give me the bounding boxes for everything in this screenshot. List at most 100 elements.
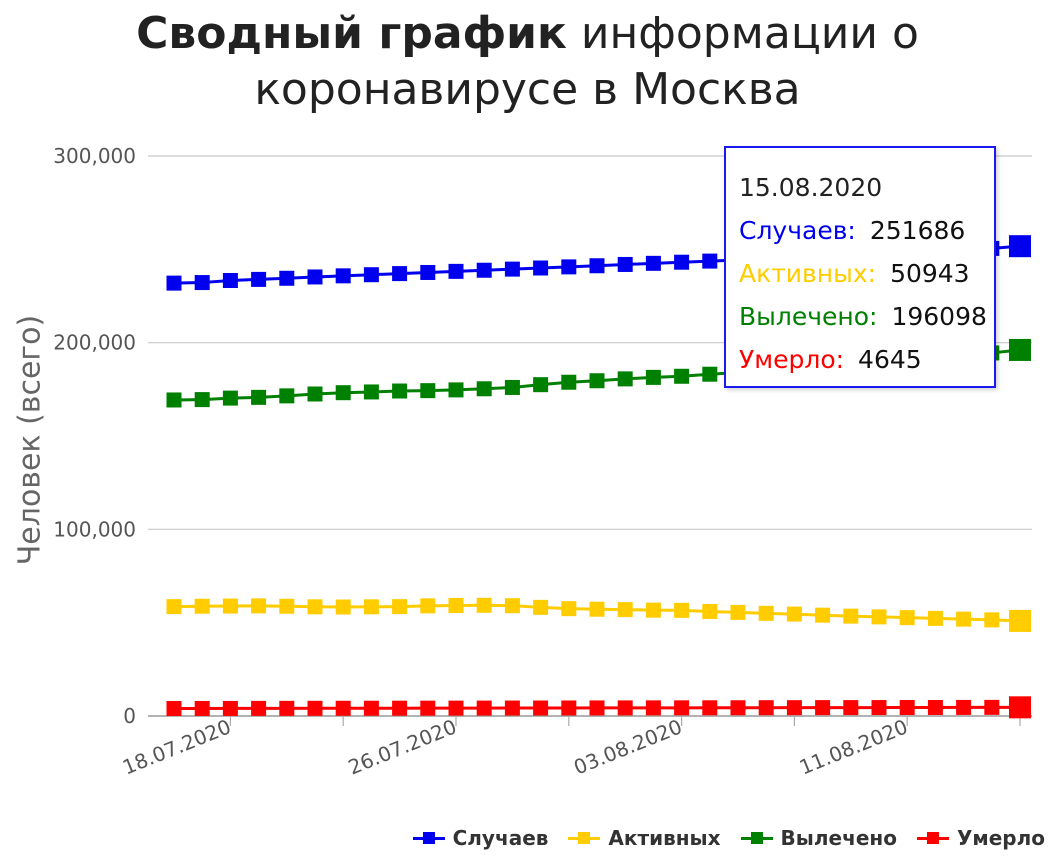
data-point[interactable] [166,392,182,408]
data-point[interactable] [448,263,464,279]
data-point[interactable] [674,602,690,618]
data-point[interactable] [335,599,351,615]
data-point[interactable] [194,598,210,614]
data-point[interactable] [674,368,690,384]
data-point[interactable] [363,267,379,283]
data-point[interactable] [307,599,323,615]
data-point[interactable] [702,366,718,382]
data-point[interactable] [758,700,774,716]
data-point[interactable] [251,389,267,405]
data-point[interactable] [589,258,605,274]
data-point[interactable] [251,271,267,287]
legend-item-deaths[interactable]: Умерло [916,826,1045,850]
data-point[interactable] [589,373,605,389]
data-point[interactable] [194,700,210,716]
data-point[interactable] [617,371,633,387]
data-point[interactable] [166,700,182,716]
data-point[interactable] [476,597,492,613]
data-point[interactable] [392,383,408,399]
data-point[interactable] [730,604,746,620]
data-point[interactable] [363,700,379,716]
data-point[interactable] [645,255,661,271]
data-point[interactable] [392,700,408,716]
data-point[interactable] [871,700,887,716]
data-point[interactable] [617,700,633,716]
data-point[interactable] [307,700,323,716]
data-point-highlighted[interactable] [1009,696,1031,719]
data-point[interactable] [533,599,549,615]
data-point[interactable] [279,388,295,404]
data-point[interactable] [645,369,661,385]
data-point[interactable] [758,605,774,621]
data-point[interactable] [392,266,408,282]
data-point[interactable] [533,260,549,276]
data-point[interactable] [645,602,661,618]
data-point[interactable] [222,598,238,614]
data-point[interactable] [420,700,436,716]
data-point[interactable] [504,700,520,716]
legend-item-recovered[interactable]: Вылечено [740,826,897,850]
data-point[interactable] [899,610,915,626]
data-point[interactable] [843,608,859,624]
data-point-highlighted[interactable] [1009,338,1031,361]
data-point[interactable] [927,699,943,715]
data-point[interactable] [674,700,690,716]
legend-item-active[interactable]: Активных [568,826,721,850]
data-point[interactable] [561,374,577,390]
data-point[interactable] [363,384,379,400]
data-point[interactable] [702,603,718,619]
data-point[interactable] [279,598,295,614]
data-point[interactable] [984,612,1000,628]
data-point[interactable] [702,253,718,269]
data-point[interactable] [448,597,464,613]
data-point[interactable] [956,611,972,627]
data-point[interactable] [956,699,972,715]
data-point[interactable] [504,379,520,395]
data-point[interactable] [617,256,633,272]
data-point[interactable] [871,609,887,625]
data-point[interactable] [533,700,549,716]
data-point[interactable] [589,700,605,716]
data-point[interactable] [786,606,802,622]
data-point[interactable] [194,275,210,291]
data-point[interactable] [222,390,238,406]
data-point[interactable] [561,700,577,716]
data-point[interactable] [561,601,577,617]
data-point[interactable] [617,602,633,618]
data-point[interactable] [561,259,577,275]
data-point[interactable] [899,700,915,716]
legend-item-cases[interactable]: Случаев [412,826,548,850]
data-point[interactable] [420,598,436,614]
data-point[interactable] [194,392,210,408]
data-point[interactable] [984,699,1000,715]
data-point[interactable] [420,383,436,399]
data-point[interactable] [166,275,182,291]
data-point[interactable] [815,700,831,716]
data-point[interactable] [476,700,492,716]
data-point[interactable] [307,269,323,285]
data-point[interactable] [335,268,351,284]
data-point[interactable] [476,381,492,397]
data-point[interactable] [589,601,605,617]
data-point[interactable] [251,700,267,716]
data-point[interactable] [222,273,238,289]
data-point[interactable] [420,264,436,280]
data-point[interactable] [279,700,295,716]
data-point[interactable] [504,261,520,277]
data-point[interactable] [166,599,182,615]
data-point[interactable] [307,386,323,402]
data-point[interactable] [645,700,661,716]
data-point[interactable] [448,382,464,398]
data-point[interactable] [476,262,492,278]
data-point[interactable] [504,598,520,614]
data-point-highlighted[interactable] [1009,609,1031,632]
data-point[interactable] [674,254,690,270]
data-point[interactable] [279,270,295,286]
data-point[interactable] [363,599,379,615]
data-point[interactable] [786,700,802,716]
data-point-highlighted[interactable] [1009,235,1031,258]
data-point[interactable] [815,607,831,623]
data-point[interactable] [392,599,408,615]
data-point[interactable] [730,700,746,716]
data-point[interactable] [448,700,464,716]
